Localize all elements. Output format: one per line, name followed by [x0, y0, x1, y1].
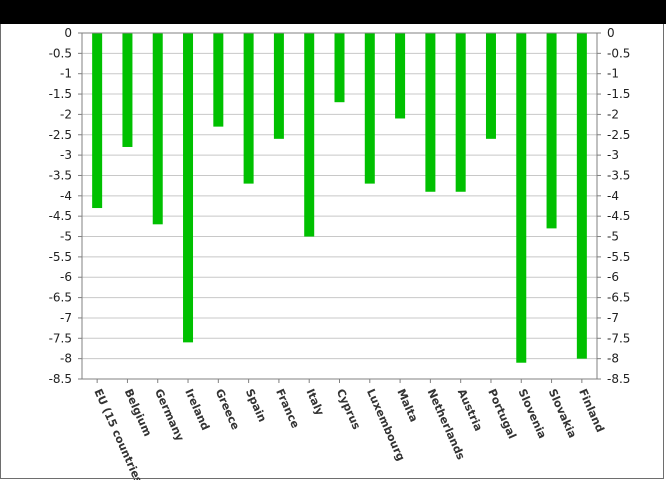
- bars: [92, 33, 587, 363]
- y-tick-label-left: -8: [60, 352, 72, 366]
- bar: [152, 33, 163, 225]
- y-tick-label-left: -0.5: [49, 46, 72, 60]
- y-tick-label-left: -8.5: [49, 372, 72, 386]
- y-tick-label-right: -2: [607, 107, 619, 121]
- bar: [213, 33, 224, 127]
- x-category-label: Cyprus: [334, 387, 364, 432]
- y-tick-label-left: -2.5: [49, 128, 72, 142]
- y-tick-label-right: -2.5: [607, 128, 630, 142]
- y-tick-label-left: -3.5: [49, 168, 72, 182]
- x-category-label: Malta: [394, 387, 420, 424]
- x-category-label: Ireland: [182, 387, 212, 432]
- y-tick-label-left: -7.5: [49, 331, 72, 345]
- x-category-label: Belgium: [122, 387, 154, 438]
- x-category-label: France: [273, 387, 302, 430]
- y-tick-label-right: -0.5: [607, 46, 630, 60]
- y-tick-label-right: 0: [607, 26, 615, 40]
- y-tick-label-left: -2: [60, 107, 72, 121]
- y-tick-label-left: -7: [60, 311, 72, 325]
- y-tick-label-right: -4.5: [607, 209, 630, 223]
- x-category-label: Greece: [213, 387, 243, 432]
- x-category-label: Slovenia: [516, 387, 549, 441]
- y-tick-label-left: -1: [60, 67, 72, 81]
- y-tick-label-right: -5: [607, 230, 619, 244]
- y-tick-label-right: -7: [607, 311, 619, 325]
- bar: [273, 33, 284, 139]
- y-axis-right-labels: 0 -0.5 -1 -1.5 -2 -2.5 -3 -3.5 -4 -4.5 -5 -5.5 -6 -6.…: [607, 26, 630, 386]
- y-tick-label-right: -3: [607, 148, 619, 162]
- y-tick-label-left: -6.5: [49, 291, 72, 305]
- y-tick-label-left: -6: [60, 270, 72, 284]
- bar: [183, 33, 194, 343]
- bar: [576, 33, 587, 359]
- y-tick-label-left: -3: [60, 148, 72, 162]
- y-tick-label-right: -8.5: [607, 372, 630, 386]
- y-tick-label-right: -6.5: [607, 291, 630, 305]
- bar: [92, 33, 103, 209]
- bar: [122, 33, 133, 147]
- y-tick-label-left: -5: [60, 230, 72, 244]
- bar: [395, 33, 406, 119]
- bar: [243, 33, 254, 184]
- bar: [546, 33, 557, 229]
- y-tick-label-right: -1.5: [607, 87, 630, 101]
- y-axis-left-labels: 0 -0.5 -1 -1.5 -2 -2.5 -3 -3.5 -4 -4.5 -5 -5.5 -6 -6.…: [49, 26, 72, 386]
- gridlines: [82, 52, 597, 380]
- bar: [485, 33, 496, 139]
- y-tick-label-right: -8: [607, 352, 619, 366]
- x-category-label: Germany: [152, 387, 187, 443]
- x-category-label: Slovakia: [546, 387, 579, 440]
- y-tick-label-right: -6: [607, 270, 619, 284]
- y-tick-label-left: -4: [60, 189, 72, 203]
- top-bar: [0, 0, 666, 24]
- bar: [516, 33, 527, 363]
- axes: [78, 32, 601, 383]
- chart-frame: [0, 24, 664, 479]
- bar: [334, 33, 345, 103]
- y-tick-label-left: 0: [64, 26, 72, 40]
- y-tick-label-left: -5.5: [49, 250, 72, 264]
- x-category-label: Spain: [243, 387, 269, 424]
- y-tick-label-right: -7.5: [607, 331, 630, 345]
- x-category-label: Austria: [455, 387, 485, 433]
- y-tick-label-left: -4.5: [49, 209, 72, 223]
- bar: [364, 33, 375, 184]
- x-category-label: Finland: [576, 387, 607, 434]
- x-category-label: Portugal: [485, 387, 519, 441]
- x-category-label: Italy: [303, 387, 326, 418]
- y-tick-label-right: -5.5: [607, 250, 630, 264]
- bar: [304, 33, 315, 237]
- bar: [455, 33, 466, 192]
- y-tick-label-right: -1: [607, 67, 619, 81]
- bar: [425, 33, 436, 192]
- y-tick-label-right: -4: [607, 189, 619, 203]
- y-tick-label-left: -1.5: [49, 87, 72, 101]
- y-tick-label-right: -3.5: [607, 168, 630, 182]
